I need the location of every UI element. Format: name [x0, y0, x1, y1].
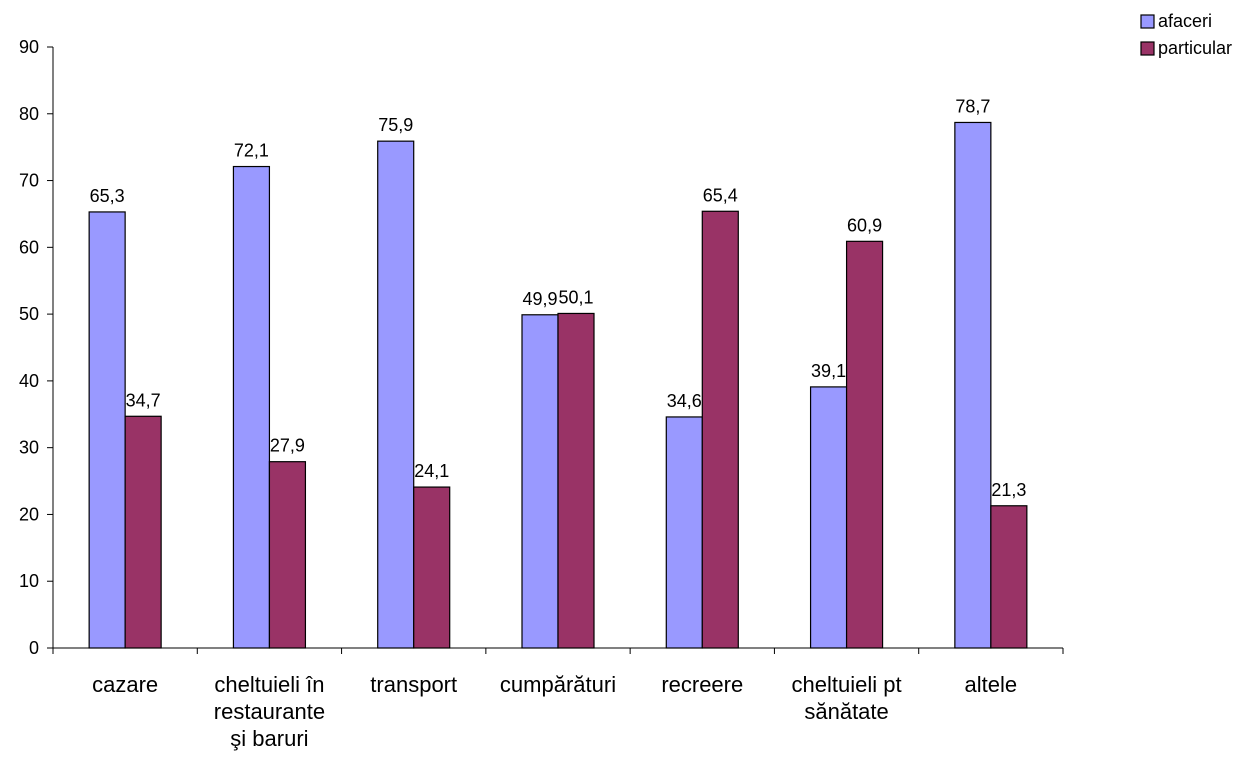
data-label-afaceri: 34,6 — [667, 391, 702, 411]
x-tick-label: restaurante — [214, 699, 325, 724]
y-axis: 0 10 20 30 40 50 60 70 80 90 — [19, 37, 54, 658]
data-label-afaceri: 78,7 — [955, 96, 990, 116]
data-label-particular: 21,3 — [991, 480, 1026, 500]
data-label-afaceri: 75,9 — [378, 115, 413, 135]
y-tick-label: 40 — [19, 371, 39, 391]
data-label-particular: 65,4 — [703, 185, 738, 205]
x-tick-label: sănătate — [804, 699, 888, 724]
bars — [88, 121, 1028, 649]
x-tick-label: cumpărături — [500, 672, 616, 697]
data-label-particular: 24,1 — [414, 461, 449, 481]
legend: afaceri particular — [1140, 11, 1232, 58]
data-label-afaceri: 39,1 — [811, 361, 846, 381]
y-tick-label: 80 — [19, 104, 39, 124]
y-tick-label: 70 — [19, 171, 39, 191]
x-tick-label: cheltuieli în — [214, 672, 324, 697]
x-tick-label: transport — [370, 672, 457, 697]
bar-afaceri — [232, 165, 271, 649]
y-tick-label: 60 — [19, 237, 39, 257]
x-tick-label: cheltuieli pt — [792, 672, 902, 697]
legend-label-afaceri: afaceri — [1158, 11, 1212, 31]
bar-particular — [557, 312, 595, 649]
bar-afaceri — [521, 314, 559, 649]
legend-swatch-afaceri — [1140, 14, 1155, 29]
data-label-afaceri: 65,3 — [90, 186, 125, 206]
legend-label-particular: particular — [1158, 38, 1232, 58]
bar-afaceri — [809, 386, 848, 649]
y-tick-label: 30 — [19, 438, 39, 458]
data-label-afaceri: 72,1 — [234, 141, 269, 161]
x-tick-label: altele — [965, 672, 1018, 697]
data-labels: 65,3 34,7 72,1 27,9 75,9 24,1 49,9 50,1 34,6 65,4… — [90, 96, 1027, 499]
bar-particular — [701, 210, 739, 649]
legend-swatch-particular — [1140, 41, 1155, 56]
bar-particular — [124, 415, 162, 649]
bar-particular — [268, 461, 307, 649]
bar-particular — [413, 486, 451, 649]
y-tick-label: 10 — [19, 571, 39, 591]
data-label-afaceri: 49,9 — [522, 289, 557, 309]
bar-particular — [990, 505, 1028, 649]
x-tick-label: recreere — [661, 672, 743, 697]
data-label-particular: 27,9 — [270, 436, 305, 456]
data-label-particular: 50,1 — [558, 287, 593, 307]
bar-afaceri — [88, 211, 126, 649]
y-tick-label: 20 — [19, 504, 39, 524]
y-tick-label: 0 — [29, 638, 39, 658]
y-tick-label: 50 — [19, 304, 39, 324]
y-tick-label: 90 — [19, 37, 39, 57]
data-label-particular: 60,9 — [847, 215, 882, 235]
bar-afaceri — [954, 121, 992, 649]
bar-afaceri — [665, 416, 703, 649]
x-tick-label: cazare — [92, 672, 158, 697]
x-tick-label: şi baruri — [230, 726, 308, 751]
bar-afaceri — [377, 140, 415, 649]
bar-particular — [845, 240, 884, 649]
data-label-particular: 34,7 — [126, 390, 161, 410]
